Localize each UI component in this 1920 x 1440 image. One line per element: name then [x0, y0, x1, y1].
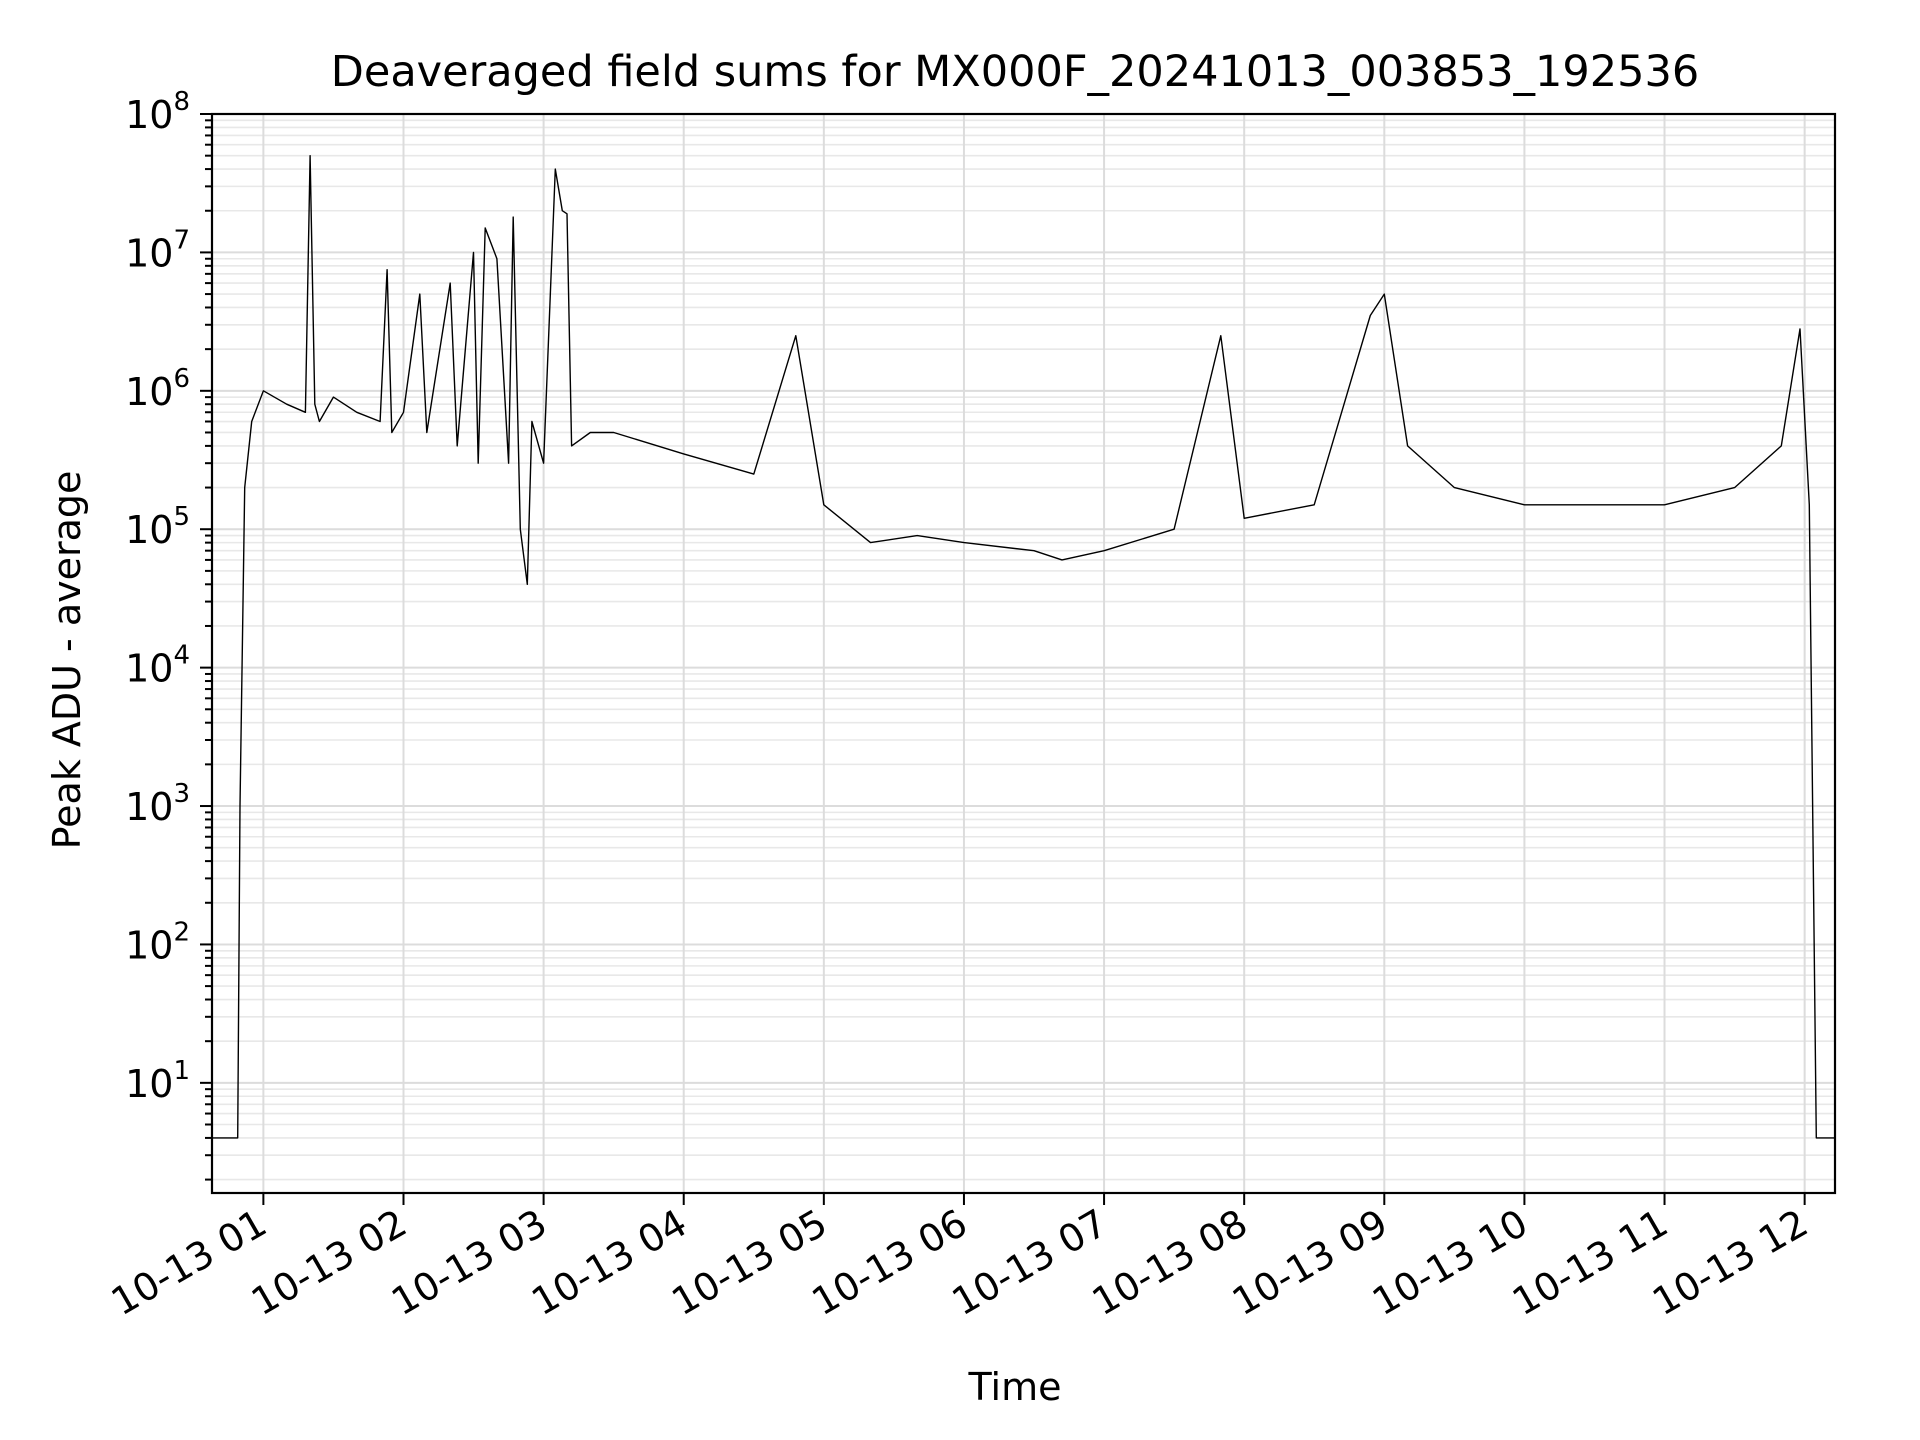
y-tick-label: 101: [125, 1056, 190, 1106]
y-tick-label: 108: [125, 87, 190, 137]
y-tick-label: 103: [125, 779, 190, 829]
x-axis-label: Time: [968, 1365, 1062, 1409]
y-tick-label: 102: [125, 917, 190, 967]
y-tick-label: 105: [125, 502, 190, 552]
y-tick-label: 104: [125, 641, 190, 691]
axes-frame: [210, 112, 1837, 1195]
y-tick-label: 107: [125, 225, 190, 275]
series-line: [212, 155, 1835, 1139]
y-tick-label: 106: [125, 364, 190, 414]
y-axis-ticks: 101 102 103 104 105 106 107 108: [125, 87, 212, 1181]
chart-title: Deaveraged field sums for MX000F_2024101…: [331, 47, 1699, 97]
plot-area: [212, 155, 1835, 1139]
y-axis-label: Peak ADU - average: [45, 471, 89, 850]
